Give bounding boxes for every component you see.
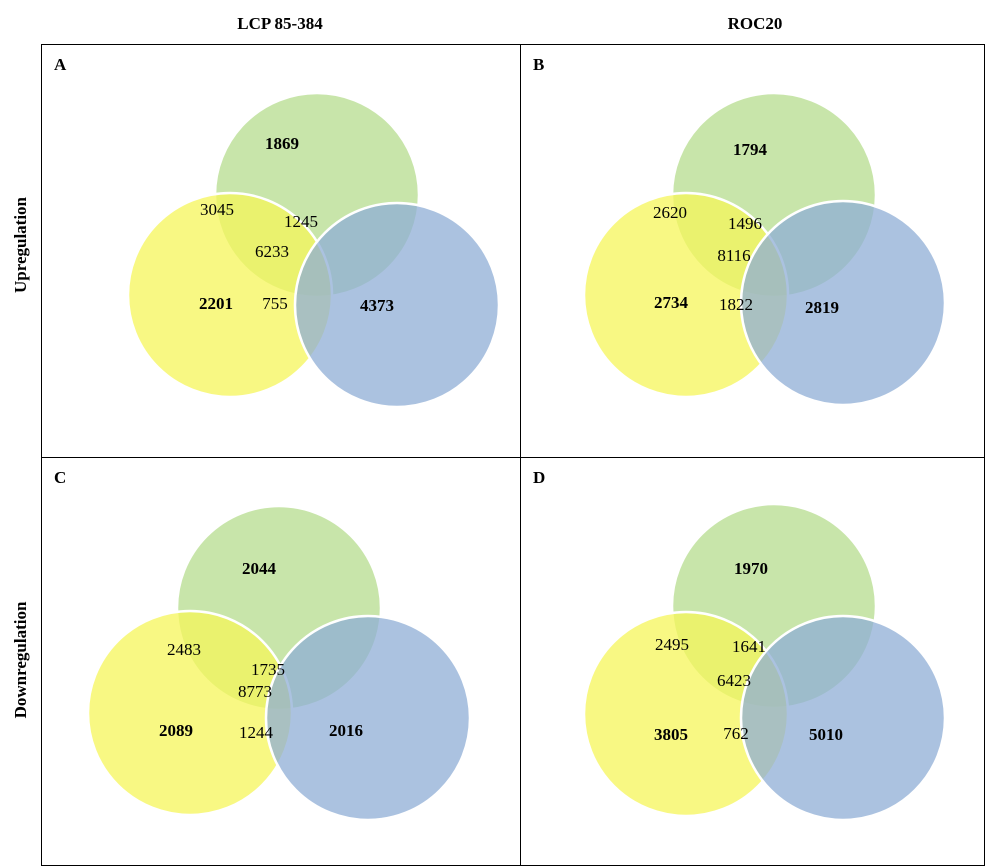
venn-count-top-right: 1641 (732, 637, 766, 656)
panel-letter-a: A (54, 55, 67, 74)
venn-count-left: 2089 (159, 721, 193, 740)
venn-count-bottom: 1244 (239, 723, 274, 742)
venn-count-top-right: 1496 (728, 214, 762, 233)
venn-count-right: 2016 (329, 721, 363, 740)
venn-count-right: 2819 (805, 298, 839, 317)
panel-letter-d: D (533, 468, 546, 487)
venn-count-left: 2201 (199, 294, 233, 313)
venn-panel-b: B 1794 2734 2819 2620 1496 8116 1822 (520, 44, 985, 459)
venn-count-top: 1794 (733, 140, 768, 159)
venn-count-left: 2734 (654, 293, 689, 312)
venn-diagram-a: 1869 2201 4373 3045 1245 6233 755 (126, 91, 501, 409)
venn-count-bottom: 1822 (719, 295, 753, 314)
panel-letter-b: B (533, 55, 545, 74)
row-title-upregulation: Upregulation (11, 196, 30, 294)
venn-panel-c: C 2044 2089 2016 2483 1735 8773 1244 (41, 457, 522, 866)
venn-count-left: 3805 (654, 725, 688, 744)
panel-letter-c: C (54, 468, 67, 487)
venn-count-top-left: 3045 (200, 200, 234, 219)
venn-diagram-c: 2044 2089 2016 2483 1735 8773 1244 (86, 504, 472, 822)
venn-count-center: 6233 (255, 242, 289, 261)
venn-count-bottom: 755 (262, 294, 288, 313)
venn-count-bottom: 762 (723, 724, 749, 743)
venn-diagram-d: 1970 3805 5010 2495 1641 6423 762 (582, 502, 947, 822)
venn-panel-a: A 1869 2201 4373 3045 1245 6233 755 (41, 44, 522, 459)
venn-circle-blue (739, 199, 947, 407)
venn-count-center: 8773 (238, 682, 272, 701)
column-title-roc20: ROC20 (727, 14, 783, 33)
row-title-downregulation: Downregulation (11, 601, 30, 719)
venn-count-center: 6423 (717, 671, 751, 690)
venn-circle-blue (293, 201, 501, 409)
venn-count-top: 1869 (265, 134, 299, 153)
venn-count-right: 4373 (360, 296, 394, 315)
venn-count-top-left: 2620 (653, 203, 687, 222)
venn-panel-d: D 1970 3805 5010 2495 1641 6423 762 (520, 457, 985, 866)
venn-count-top-right: 1735 (251, 660, 285, 679)
venn-count-top-right: 1245 (284, 212, 318, 231)
venn-circle-blue (264, 614, 472, 822)
venn-count-top: 1970 (734, 559, 768, 578)
venn-count-center: 8116 (717, 246, 750, 265)
column-title-lcp: LCP 85-384 (237, 14, 323, 33)
venn-count-right: 5010 (809, 725, 843, 744)
venn-circle-blue (739, 614, 947, 822)
venn-diagram-b: 1794 2734 2819 2620 1496 8116 1822 (582, 91, 947, 407)
venn-count-top-left: 2495 (655, 635, 689, 654)
venn-count-top: 2044 (242, 559, 277, 578)
venn-count-top-left: 2483 (167, 640, 201, 659)
